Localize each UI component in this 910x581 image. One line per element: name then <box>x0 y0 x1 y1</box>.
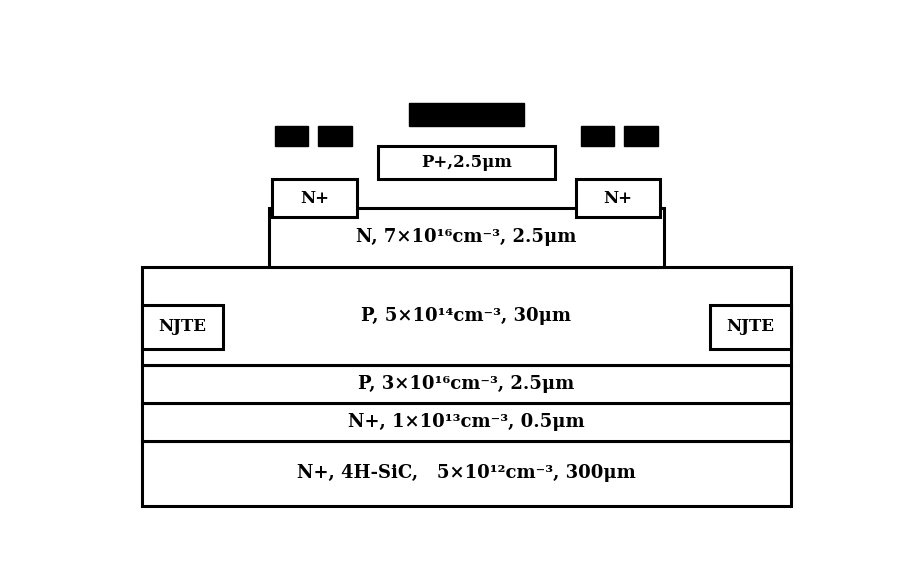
Bar <box>142 365 791 403</box>
Text: N+, 4H-SiC,   5×10¹²cm⁻³, 300μm: N+, 4H-SiC, 5×10¹²cm⁻³, 300μm <box>297 464 636 482</box>
Bar <box>269 209 664 267</box>
Text: N+, 1×10¹³cm⁻³, 0.5μm: N+, 1×10¹³cm⁻³, 0.5μm <box>348 413 585 431</box>
Bar <box>275 125 308 146</box>
Text: NJTE: NJTE <box>726 318 774 335</box>
Text: NJTE: NJTE <box>158 318 207 335</box>
Text: P+,2.5μm: P+,2.5μm <box>421 154 511 171</box>
Bar <box>581 125 614 146</box>
Bar <box>379 146 554 180</box>
Text: P, 3×10¹⁶cm⁻³, 2.5μm: P, 3×10¹⁶cm⁻³, 2.5μm <box>359 375 574 393</box>
Bar <box>710 304 791 349</box>
Bar <box>142 267 791 365</box>
Text: P, 5×10¹⁴cm⁻³, 30μm: P, 5×10¹⁴cm⁻³, 30μm <box>361 307 571 325</box>
Bar <box>142 403 791 441</box>
Bar <box>142 304 223 349</box>
Bar <box>142 441 791 506</box>
Bar <box>624 125 658 146</box>
Bar <box>272 180 357 217</box>
Bar <box>576 180 661 217</box>
Bar <box>318 125 352 146</box>
Text: N, 7×10¹⁶cm⁻³, 2.5μm: N, 7×10¹⁶cm⁻³, 2.5μm <box>356 228 577 246</box>
Text: N+: N+ <box>300 190 329 207</box>
Text: N+: N+ <box>603 190 632 207</box>
Bar <box>409 103 524 125</box>
